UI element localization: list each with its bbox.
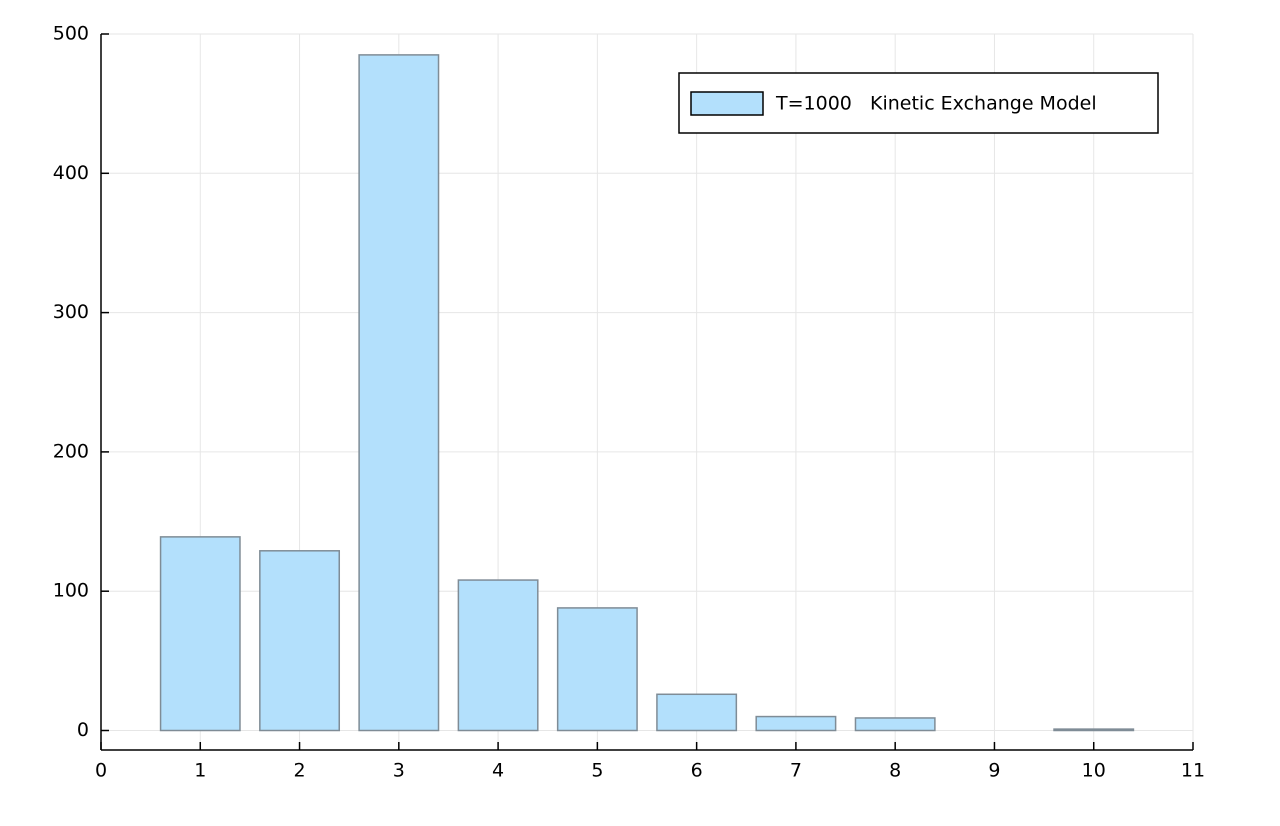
y-tick-label: 0	[77, 719, 89, 741]
bar	[854, 717, 936, 732]
bar	[556, 607, 638, 732]
x-tick-label: 6	[691, 760, 703, 782]
x-tick-label: 2	[293, 760, 305, 782]
bar	[457, 579, 539, 732]
bar	[358, 54, 440, 732]
bar	[1053, 728, 1135, 732]
legend-label: T=1000 Kinetic Exchange Model	[775, 93, 1097, 115]
x-tick-label: 3	[393, 760, 405, 782]
x-tick-label: 11	[1181, 760, 1205, 782]
legend-swatch	[690, 91, 764, 116]
x-tick-label: 5	[591, 760, 603, 782]
x-tick-label: 7	[790, 760, 802, 782]
y-tick-label: 300	[53, 301, 89, 323]
y-tick-label: 400	[53, 162, 89, 184]
x-tick-label: 9	[988, 760, 1000, 782]
y-tick-label: 200	[53, 440, 89, 462]
bar	[656, 693, 738, 732]
x-tick-label: 1	[194, 760, 206, 782]
bar	[755, 715, 837, 732]
x-tick-label: 10	[1082, 760, 1106, 782]
bar	[259, 550, 341, 732]
x-tick-label: 0	[95, 760, 107, 782]
x-tick-label: 8	[889, 760, 901, 782]
x-tick-label: 4	[492, 760, 504, 782]
bar	[159, 536, 241, 732]
y-tick-label: 500	[53, 23, 89, 45]
y-tick-label: 100	[53, 580, 89, 602]
